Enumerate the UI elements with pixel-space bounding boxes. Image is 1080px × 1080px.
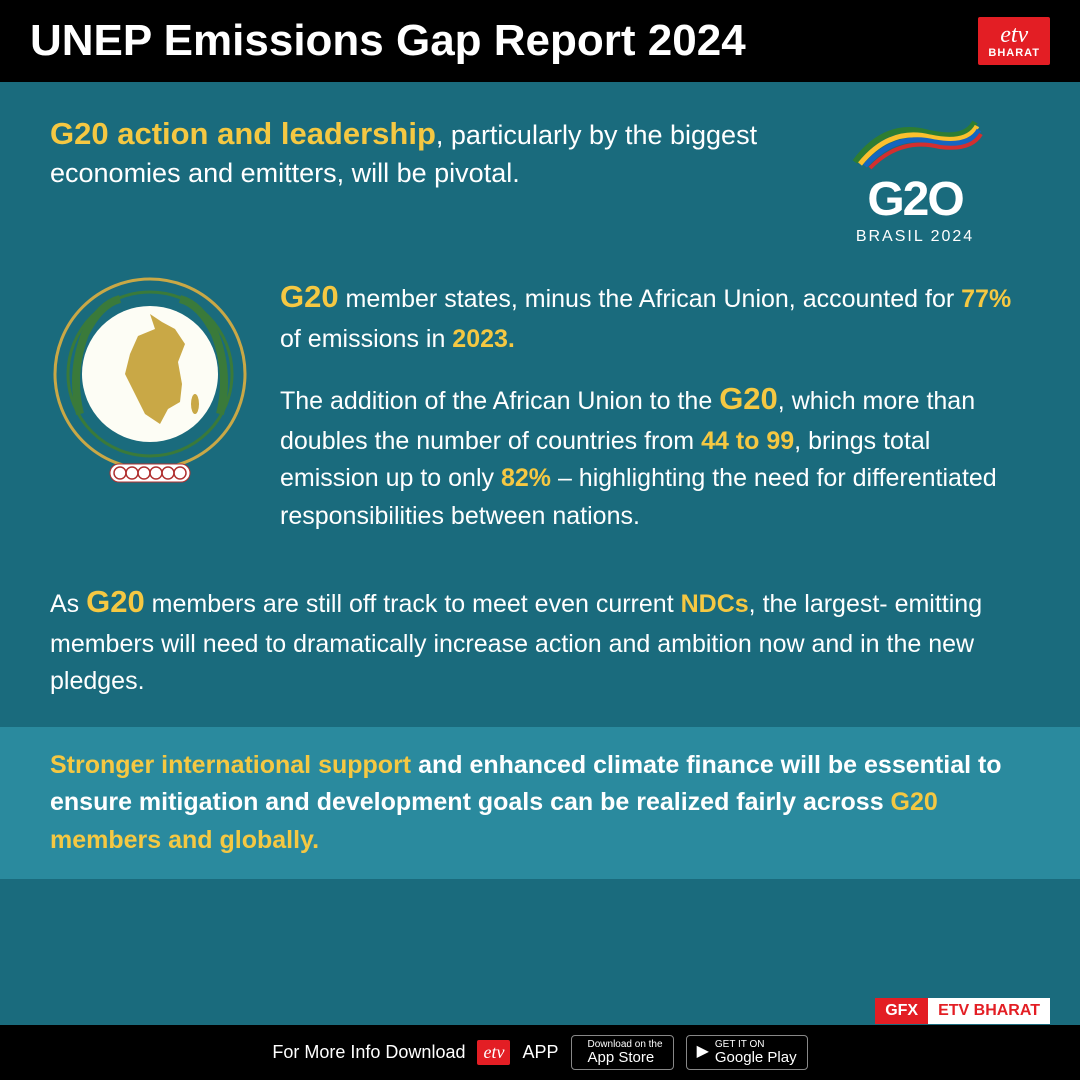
lead-highlight: G20 action and leadership [50, 116, 436, 151]
app-store-badge[interactable]: Download on the App Store [571, 1035, 674, 1071]
hl-g20-1: G20 [280, 279, 339, 314]
hl-g20-2: G20 [719, 381, 778, 416]
footer-text-b: APP [522, 1042, 558, 1063]
footer-bar: For More Info Download etv APP Download … [0, 1025, 1080, 1080]
txt: As [50, 590, 86, 618]
gfx-brand: ETV BHARAT [928, 998, 1050, 1024]
hl-44-99: 44 to 99 [701, 427, 794, 455]
content-area: G20 action and leadership, particularly … [0, 82, 1080, 879]
hl-ndcs: NDCs [681, 590, 749, 618]
stats-paragraph-1: G20 member states, minus the African Uni… [280, 274, 1030, 358]
g20-wordmark: G2O [800, 176, 1030, 224]
hl-77: 77% [961, 285, 1011, 313]
callout-box: Stronger international support and enhan… [0, 727, 1080, 880]
footer-etv-logo: etv [477, 1040, 510, 1065]
header-bar: UNEP Emissions Gap Report 2024 etv BHARA… [0, 0, 1080, 82]
hl-g20-3: G20 [86, 584, 145, 619]
lead-text: G20 action and leadership, particularly … [50, 112, 800, 193]
txt: member states, minus the African Union, … [339, 285, 962, 313]
stats-paragraph-2: The addition of the African Union to the… [280, 376, 1030, 535]
section-stats: G20 member states, minus the African Uni… [50, 274, 1030, 553]
appstore-small: Download on the [588, 1039, 663, 1050]
stats-text: G20 member states, minus the African Uni… [280, 274, 1030, 553]
hl-2023: 2023. [452, 325, 515, 353]
page-title: UNEP Emissions Gap Report 2024 [30, 16, 746, 66]
african-union-emblem-icon [50, 274, 250, 499]
g20-subtitle: BRASIL 2024 [800, 228, 1030, 246]
google-play-badge[interactable]: ▶ GET IT ON Google Play [686, 1035, 808, 1071]
section-ndc: As G20 members are still off track to me… [50, 579, 1030, 701]
logo-script-text: etv [988, 23, 1040, 47]
appstore-big: App Store [588, 1050, 663, 1067]
play-icon: ▶ [697, 1043, 709, 1061]
play-big: Google Play [715, 1050, 797, 1067]
txt: members are still off track to meet even… [145, 590, 681, 618]
g20-swirl-icon [845, 112, 985, 172]
gfx-credit-badge: GFX ETV BHARAT [875, 998, 1050, 1024]
g20-brasil-logo: G2O BRASIL 2024 [800, 112, 1030, 246]
gfx-label: GFX [875, 998, 928, 1024]
section-lead: G20 action and leadership, particularly … [50, 112, 1030, 246]
logo-sub-text: BHARAT [988, 47, 1040, 59]
callout-hl-1: Stronger international support [50, 751, 411, 779]
footer-text-a: For More Info Download [272, 1042, 465, 1063]
txt: The addition of the African Union to the [280, 387, 719, 415]
hl-82: 82% [501, 464, 551, 492]
txt: of emissions in [280, 325, 452, 353]
play-small: GET IT ON [715, 1039, 797, 1050]
etv-bharat-logo: etv BHARAT [978, 17, 1050, 65]
